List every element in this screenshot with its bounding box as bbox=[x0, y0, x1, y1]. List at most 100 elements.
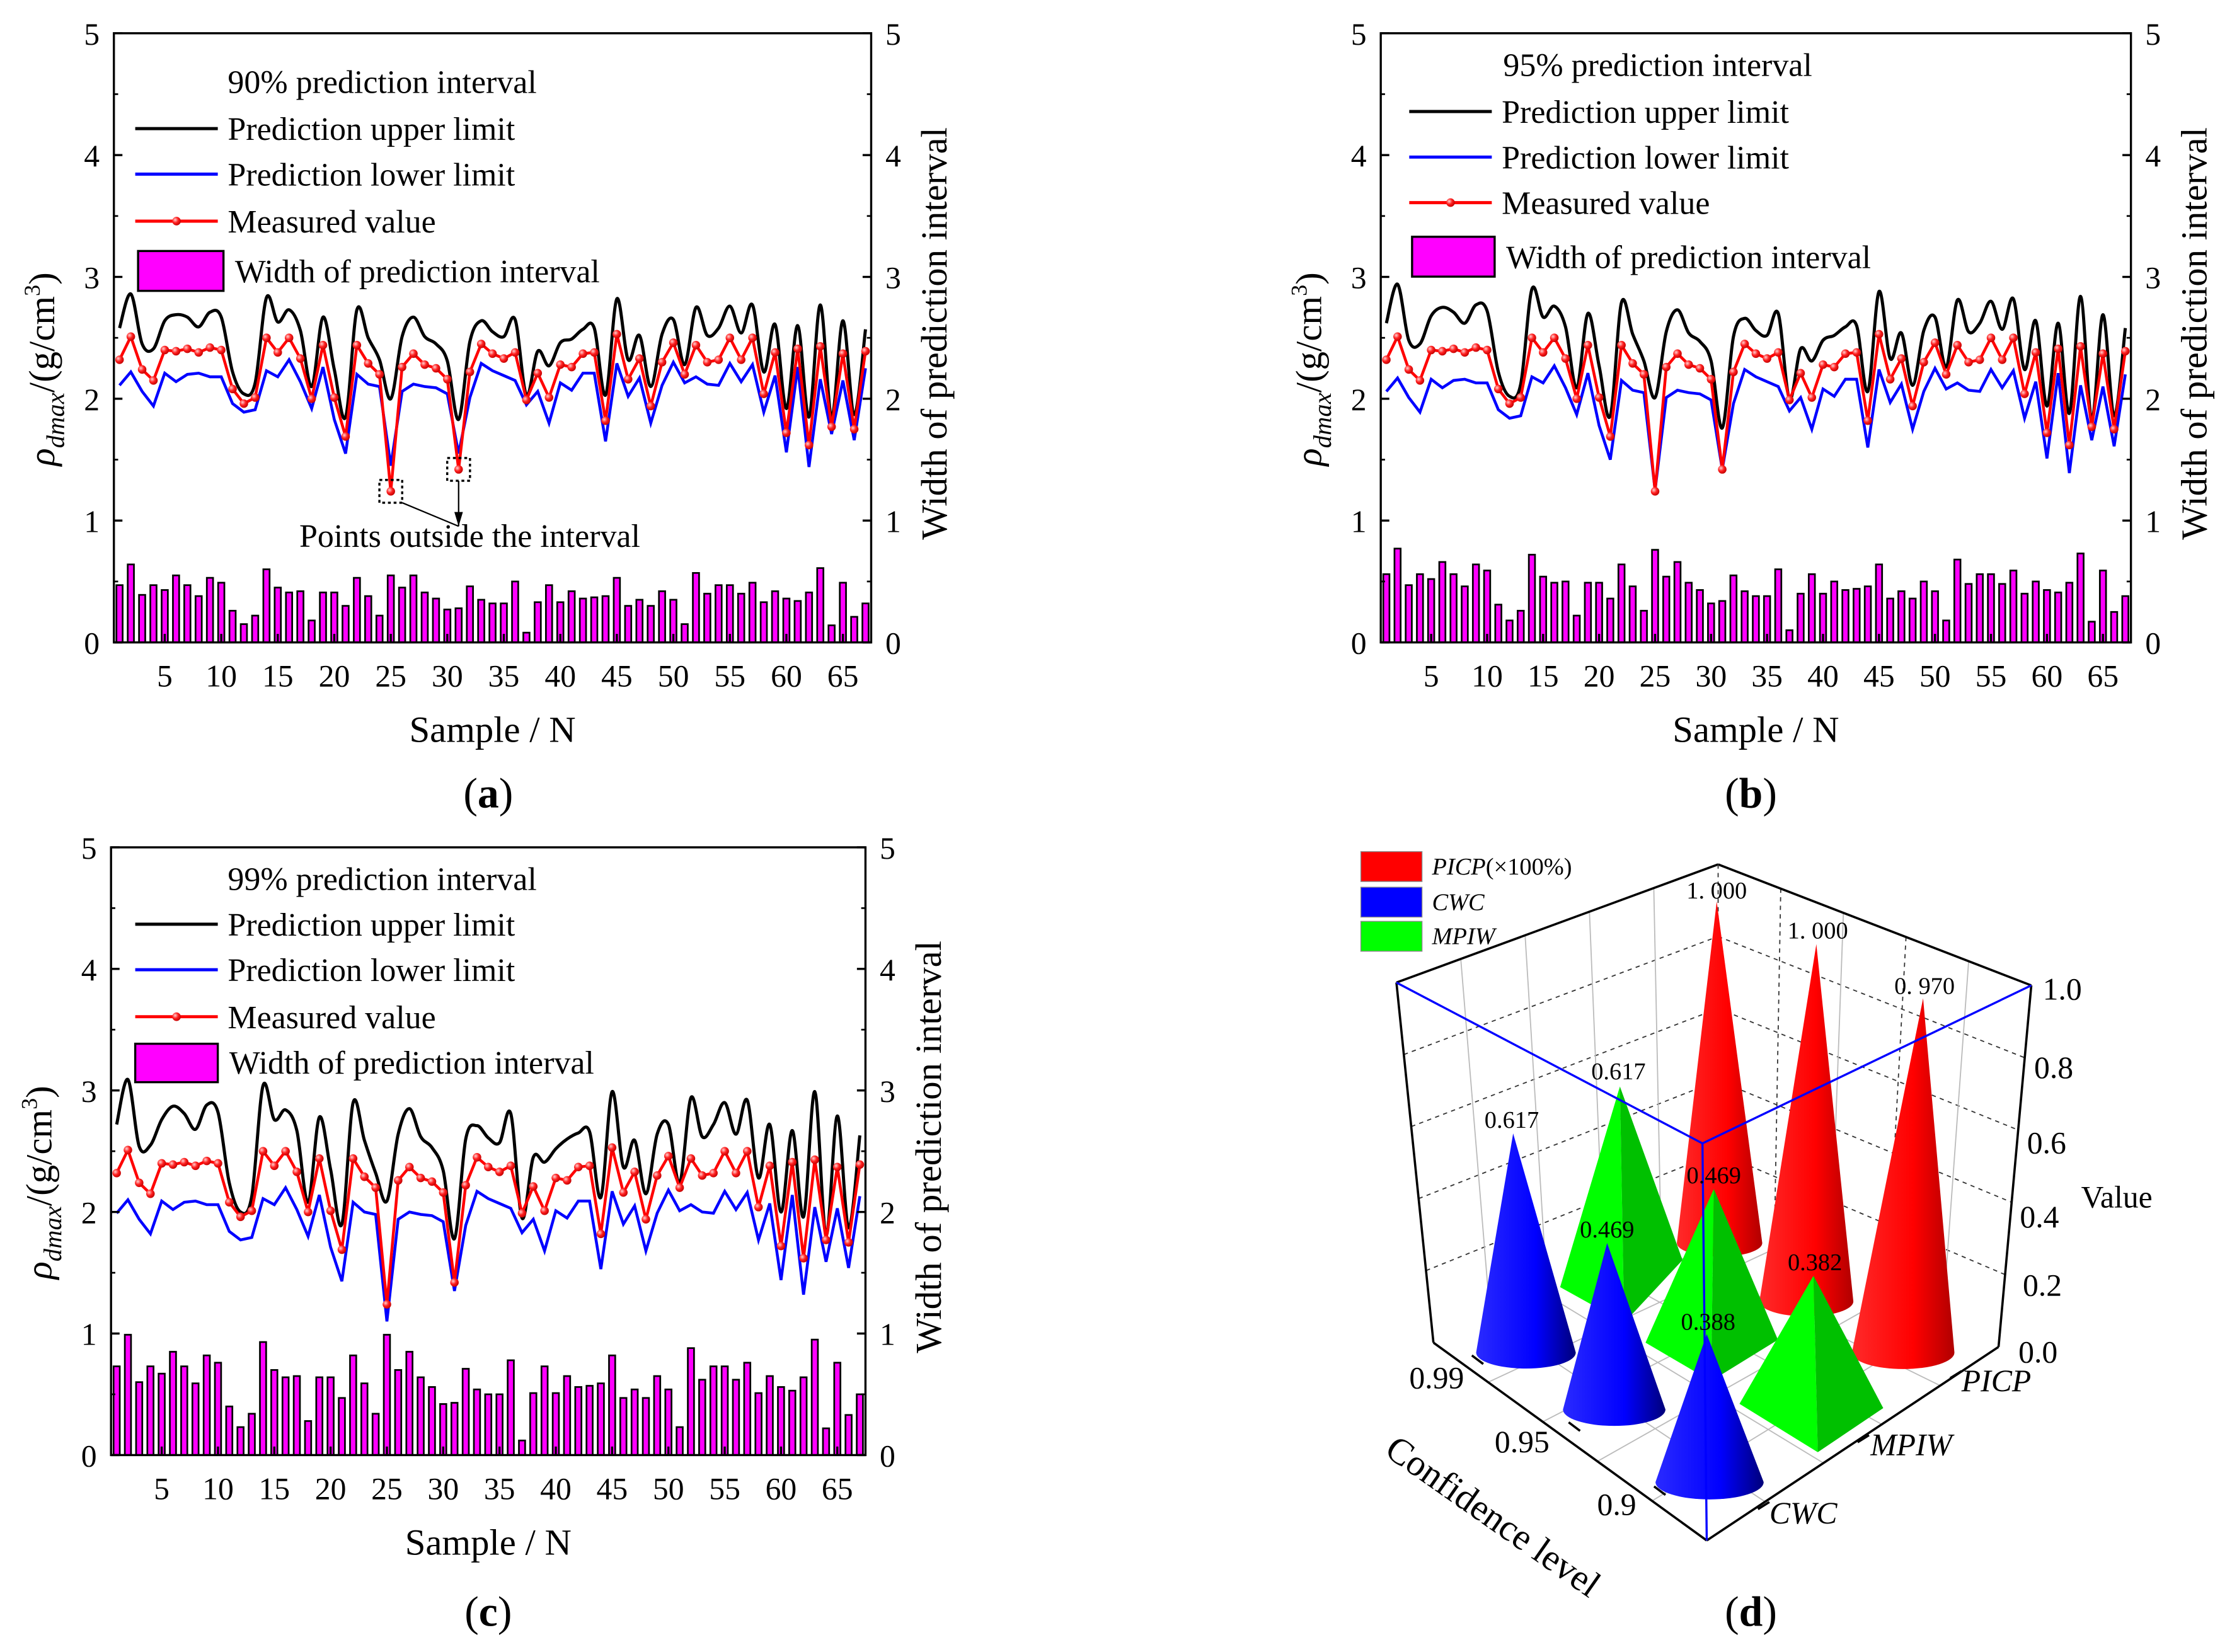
y-axis-title: ρdmax/(g/cm3) bbox=[1287, 272, 1337, 467]
width-bar bbox=[2009, 570, 2018, 643]
measured-point bbox=[590, 348, 599, 357]
x-category-label: 0.9 bbox=[1597, 1487, 1637, 1522]
measured-point bbox=[1427, 345, 1435, 355]
measured-point bbox=[1639, 370, 1648, 379]
box-edge bbox=[1395, 982, 1435, 1343]
width-bar bbox=[183, 584, 192, 643]
y-tick-label: 4 bbox=[81, 953, 97, 987]
y-category-label: CWC bbox=[1769, 1496, 1838, 1530]
panel-d: PICP(×100%) CWC MPIW 0.0 0.2 0.4 0.6 0.8… bbox=[1360, 851, 2153, 1636]
measured-point bbox=[202, 1156, 211, 1166]
measured-point bbox=[506, 1161, 515, 1171]
measured-point bbox=[827, 422, 836, 432]
width-bar bbox=[115, 584, 124, 643]
width-bar bbox=[149, 584, 158, 643]
caption-paren: ) bbox=[499, 770, 514, 817]
width-bar bbox=[1684, 582, 1693, 643]
y-tick-label-right: 2 bbox=[885, 382, 901, 417]
value-label: 0.382 bbox=[1788, 1249, 1842, 1276]
width-bar bbox=[2032, 580, 2040, 643]
z-gridline bbox=[1403, 936, 1718, 1055]
measured-point bbox=[214, 1159, 222, 1168]
width-bar bbox=[1774, 568, 1783, 643]
width-bar bbox=[793, 600, 802, 643]
legend-width-swatch bbox=[1411, 236, 1496, 278]
x-tick-label: 25 bbox=[375, 659, 406, 694]
legend-lower-label: Prediction lower limit bbox=[1502, 140, 1789, 176]
y-tick-label: 5 bbox=[81, 831, 97, 866]
measured-point bbox=[383, 1300, 391, 1309]
width-bar bbox=[511, 580, 519, 643]
measured-point bbox=[573, 1162, 583, 1172]
measured-point bbox=[281, 1147, 290, 1156]
measured-point bbox=[495, 1167, 504, 1176]
x-tick-label: 65 bbox=[2087, 659, 2119, 694]
legend-measured-marker bbox=[172, 217, 181, 226]
panel-c: 0 01 12 23 34 45 55 10 15 20 25 30 35 40 45 50 55 60 65Sam… bbox=[17, 831, 949, 1636]
legend: 90% prediction interval Prediction upper … bbox=[135, 65, 600, 292]
width-bar bbox=[124, 1334, 132, 1456]
width-bar bbox=[375, 614, 384, 643]
y-category-label: MPIW bbox=[1870, 1427, 1955, 1462]
width-bar bbox=[844, 1414, 853, 1456]
y-tick-label-right: 5 bbox=[885, 17, 901, 52]
legend-measured-label: Measured value bbox=[1502, 186, 1710, 222]
measured-point bbox=[613, 330, 621, 339]
measured-point bbox=[714, 355, 723, 364]
width-bar bbox=[624, 605, 633, 643]
measured-point bbox=[135, 1178, 144, 1188]
lower-limit-line bbox=[115, 1185, 861, 1322]
x-axis-tick bbox=[1653, 1485, 1667, 1496]
measured-point bbox=[838, 349, 848, 359]
x-tick-label: 55 bbox=[709, 1471, 740, 1506]
measured-point bbox=[1729, 367, 1738, 377]
y-axis-unit: /(g/cm bbox=[21, 296, 62, 393]
width-bar bbox=[484, 1393, 493, 1456]
width-bar bbox=[578, 597, 587, 643]
width-bar bbox=[703, 592, 711, 643]
width-bar bbox=[816, 567, 825, 643]
x-tick-label: 45 bbox=[597, 1471, 628, 1506]
width-bar bbox=[1797, 592, 1805, 643]
y-axis-title-right: Width of prediction interval bbox=[908, 941, 949, 1353]
measured-point bbox=[1516, 393, 1526, 402]
measured-point bbox=[225, 1198, 234, 1207]
width-bar bbox=[172, 574, 180, 643]
measured-point bbox=[1505, 399, 1514, 408]
y-tick-label-right: 5 bbox=[880, 831, 895, 866]
measured-point bbox=[160, 345, 170, 355]
legend-width-label: Width of prediction interval bbox=[1506, 239, 1871, 275]
width-bar bbox=[262, 568, 271, 643]
legend-upper-label: Prediction upper limit bbox=[1502, 95, 1789, 130]
back-gridline bbox=[1653, 888, 1662, 1249]
lower-limit-line bbox=[118, 357, 867, 467]
width-bar bbox=[138, 594, 146, 643]
width-bar bbox=[676, 1426, 684, 1456]
width-bar bbox=[495, 1393, 503, 1456]
caption-letter: b bbox=[1739, 770, 1763, 817]
value-label: 0. 970 bbox=[1894, 973, 1955, 1000]
back-gridline bbox=[1773, 888, 1781, 1249]
measured-point bbox=[709, 1169, 718, 1178]
y-tick-label-right: 1 bbox=[880, 1317, 895, 1352]
width-bar bbox=[461, 1368, 470, 1456]
measured-point bbox=[394, 1176, 403, 1185]
width-bar bbox=[833, 1362, 842, 1456]
legend-label-picp-name: PICP bbox=[1431, 854, 1485, 880]
y-tick-label: 3 bbox=[81, 1074, 97, 1109]
value-label: 0.388 bbox=[1681, 1309, 1735, 1336]
measured-point bbox=[2020, 389, 2029, 398]
measured-point bbox=[171, 347, 181, 356]
width-bar bbox=[681, 623, 689, 643]
x-tick-label: 50 bbox=[1919, 659, 1951, 694]
measured-point bbox=[258, 1147, 268, 1156]
measured-point bbox=[270, 1161, 279, 1171]
width-bar bbox=[1584, 582, 1592, 643]
x-tick-label: 30 bbox=[427, 1471, 459, 1506]
x-tick-label: 15 bbox=[1527, 659, 1559, 694]
width-bar bbox=[1853, 588, 1861, 643]
measured-point bbox=[194, 348, 204, 357]
width-bar bbox=[1696, 589, 1704, 643]
measured-point bbox=[754, 1203, 763, 1212]
measured-point bbox=[844, 1238, 853, 1247]
